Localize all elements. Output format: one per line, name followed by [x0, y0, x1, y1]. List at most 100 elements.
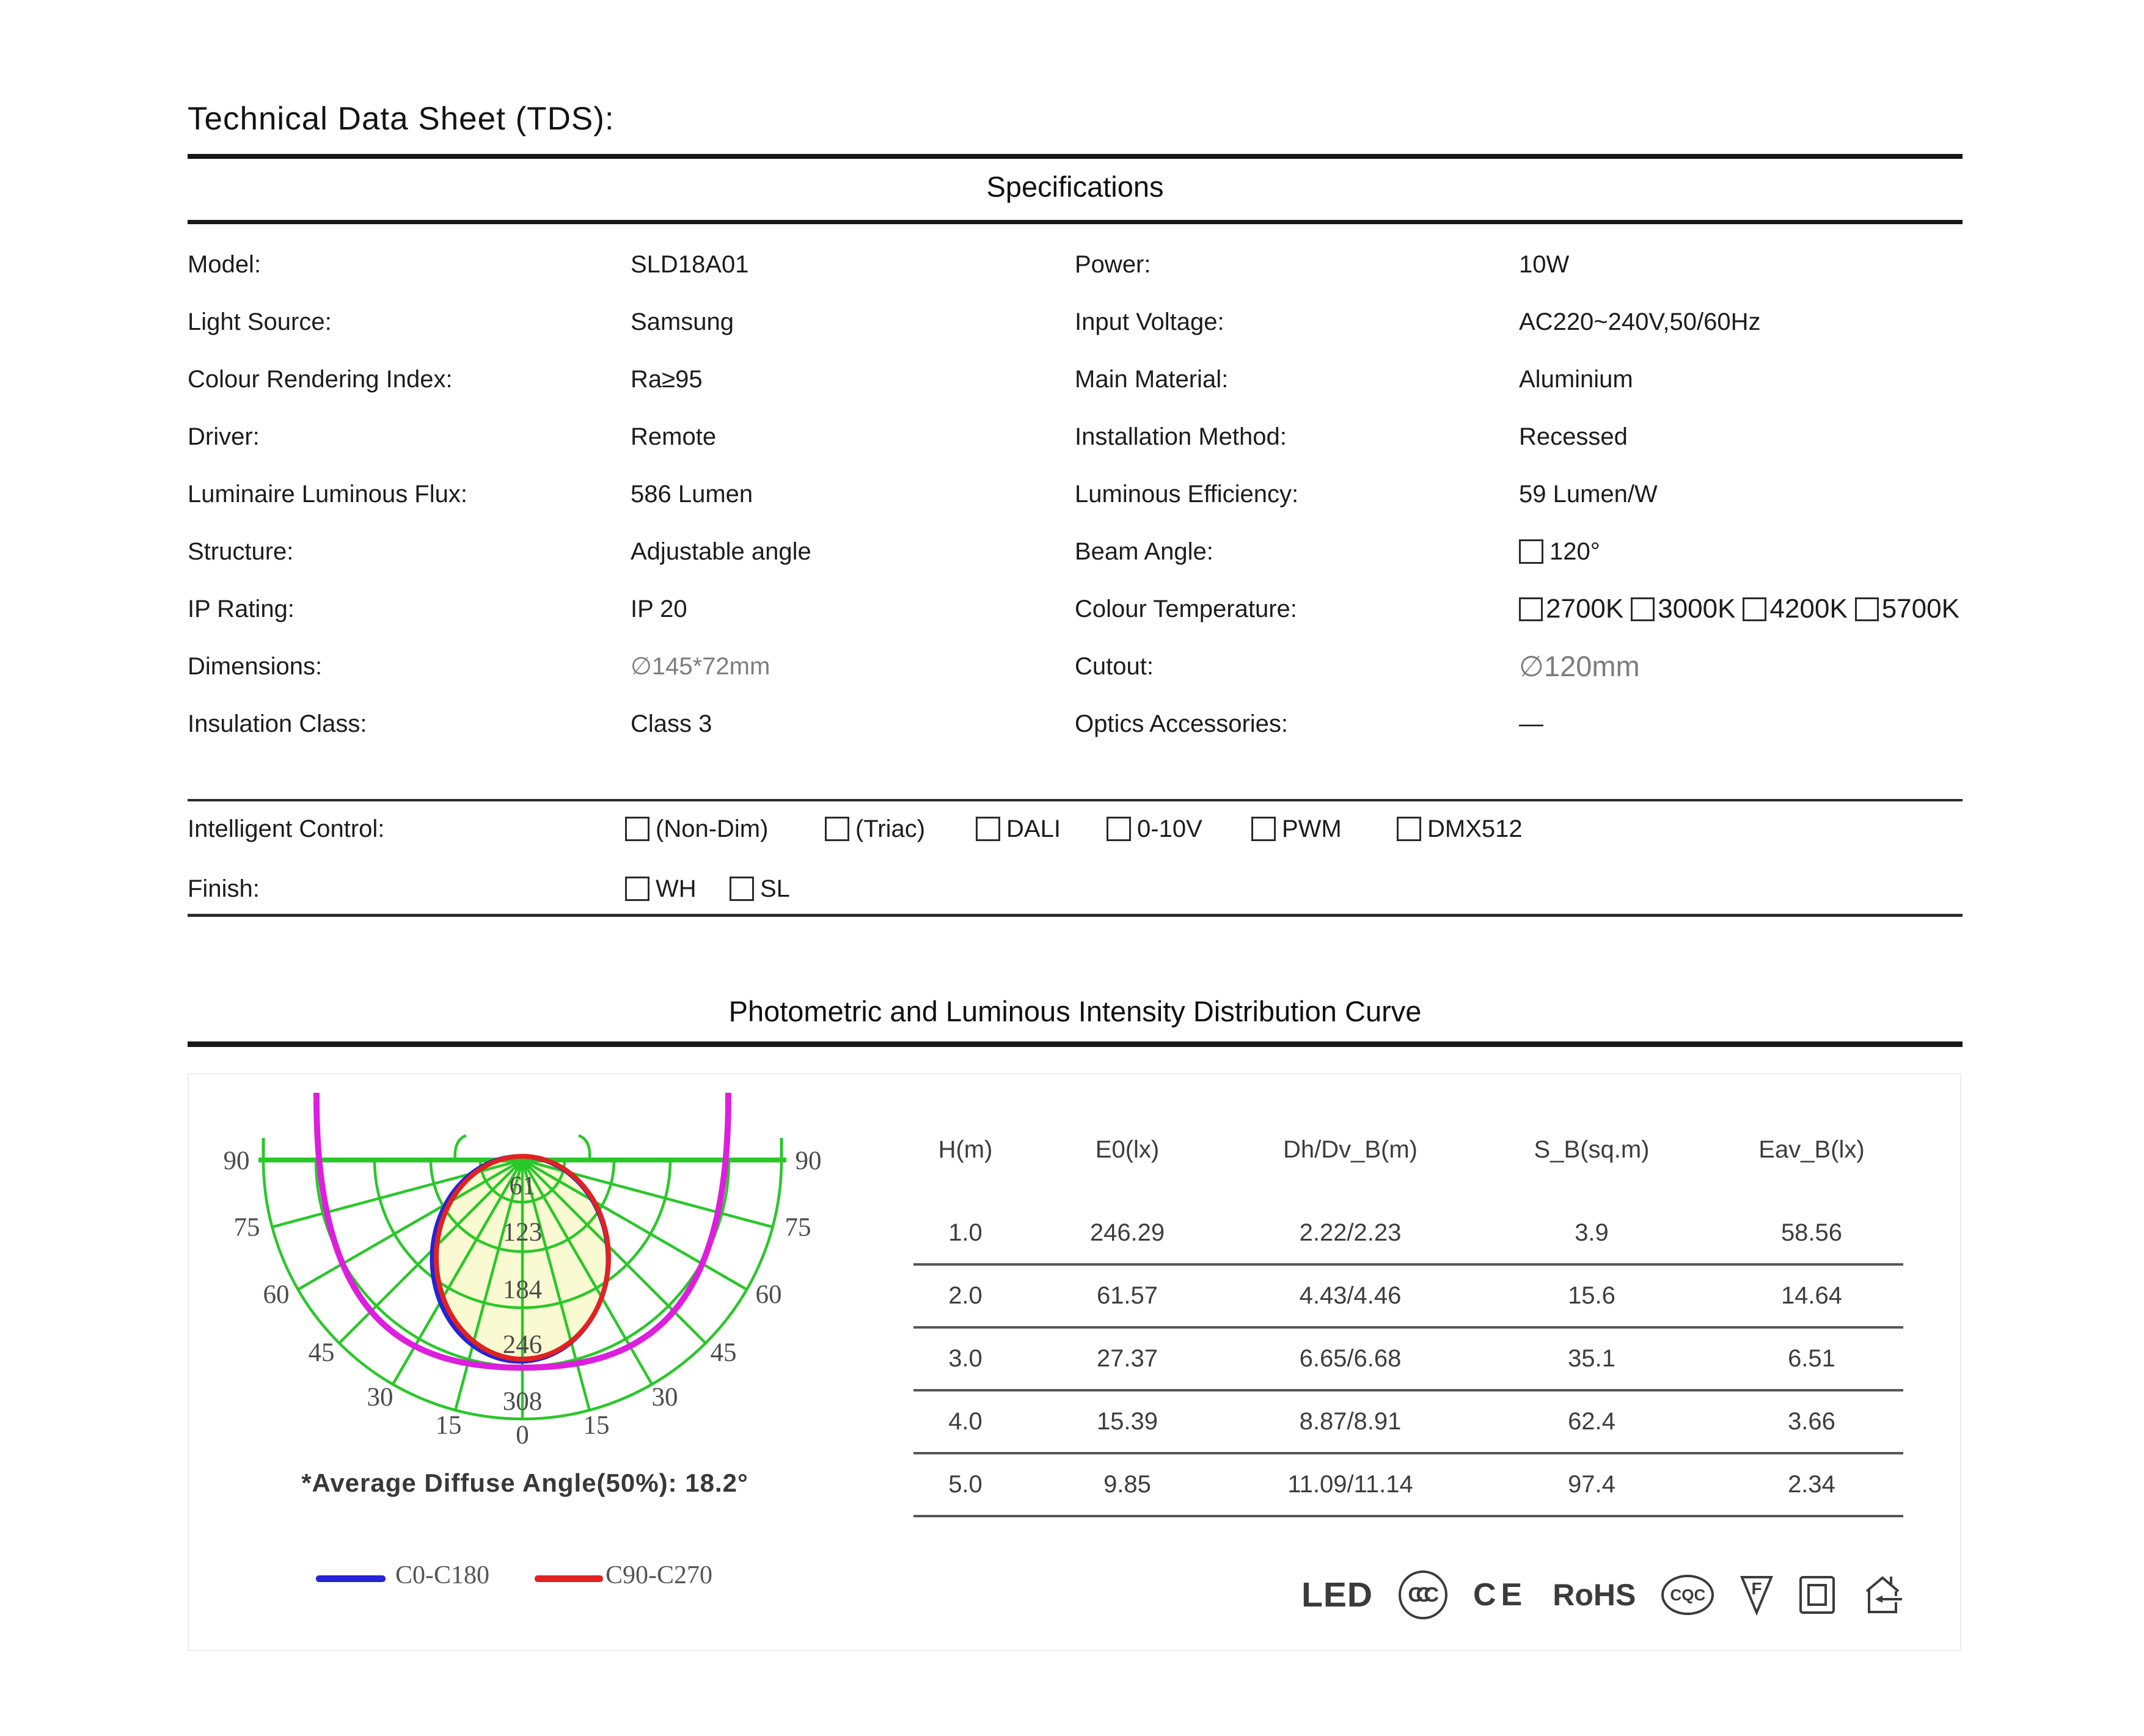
- column-header: Dh/Dv_B(m): [1282, 1136, 1418, 1163]
- table-cell: 11.09/11.14: [1287, 1471, 1413, 1498]
- wh-checkbox[interactable]: [625, 877, 649, 901]
- spec-value: 586 Lumen: [631, 480, 753, 508]
- control-option: DALI: [976, 808, 1061, 850]
- spec-label: Installation Method:: [1075, 423, 1287, 450]
- table-cell: 4.0: [948, 1408, 982, 1435]
- table-cell: 3.66: [1788, 1408, 1835, 1435]
- dmx512-checkbox[interactable]: [1397, 817, 1421, 841]
- table-cell: 14.64: [1780, 1282, 1843, 1309]
- angle-tick: 60: [756, 1280, 782, 1309]
- chart-legend: C0-C180 C90-C270: [189, 1556, 922, 1599]
- spec-label: Luminous Efficiency:: [1075, 480, 1299, 508]
- angle-tick: 75: [785, 1213, 811, 1242]
- sl-checkbox[interactable]: [730, 877, 754, 901]
- colour-temp-option: 5700K: [1854, 594, 1959, 624]
- colour-temp-option-label: 3000K: [1658, 594, 1736, 624]
- spec-value: —: [1519, 710, 1543, 737]
- angle-tick: 0: [516, 1421, 529, 1450]
- spec-value: IP 20: [631, 595, 687, 622]
- table-cell: 58.56: [1780, 1219, 1843, 1246]
- spec-value: Adjustable angle: [631, 538, 811, 565]
- angle-tick: 45: [711, 1338, 737, 1367]
- spec-label: Insulation Class:: [188, 710, 367, 737]
- beam-angle-checkbox[interactable]: [1519, 539, 1543, 564]
- intelligent-control-row: Intelligent Control: (Non-Dim) (Triac) D…: [0, 808, 2144, 850]
- 0-10v-checkbox[interactable]: [1107, 817, 1131, 841]
- colour-temp-5700k-checkbox[interactable]: [1854, 597, 1879, 621]
- column-header: S_B(sq.m): [1534, 1136, 1650, 1163]
- control-option: PWM: [1251, 808, 1342, 850]
- angle-tick: 30: [652, 1383, 678, 1412]
- colour-temp-3000k-checkbox[interactable]: [1631, 597, 1655, 621]
- spec-value: ∅120mm: [1519, 650, 1640, 682]
- dali-checkbox[interactable]: [976, 817, 1000, 841]
- finish-option-label: WH: [656, 875, 697, 902]
- table-cell: 61.57: [1096, 1282, 1158, 1309]
- table-row: 2.0 61.57 4.43/4.46 15.6 14.64: [913, 1266, 1903, 1329]
- specifications-heading: Specifications: [986, 170, 1164, 203]
- angle-tick: 90: [796, 1147, 822, 1175]
- c0-c180-legend-label: C0-C180: [395, 1561, 490, 1589]
- table-header-row: H(m) E0(lx) Dh/Dv_B(m) S_B(sq.m) Eav_B(l…: [913, 1131, 1903, 1169]
- table-cell: 2.34: [1788, 1471, 1835, 1498]
- spec-label: Colour Rendering Index:: [188, 365, 453, 393]
- column-header: H(m): [938, 1136, 993, 1163]
- page-title: Technical Data Sheet (TDS):: [188, 101, 615, 137]
- spec-label: Driver:: [188, 423, 260, 450]
- specifications-table: Model: SLD18A01 Power: 10W Light Source:…: [188, 236, 1963, 753]
- angle-tick: 15: [584, 1411, 610, 1440]
- non-dim-checkbox[interactable]: [625, 817, 649, 841]
- cqc-mark-icon: CQC: [1661, 1575, 1714, 1615]
- finish-option-label: SL: [760, 875, 790, 902]
- angle-tick: 15: [436, 1411, 462, 1440]
- spec-label: Main Material:: [1075, 365, 1229, 393]
- intensity-ring-label: 61: [510, 1172, 536, 1200]
- table-row: 4.0 15.39 8.87/8.91 62.4 3.66: [913, 1391, 1903, 1454]
- spec-label: Power:: [1075, 250, 1151, 278]
- table-row: 5.0 9.85 11.09/11.14 97.4 2.34: [913, 1454, 1903, 1517]
- pwm-checkbox[interactable]: [1251, 817, 1276, 841]
- intensity-ring-label: 308: [503, 1387, 543, 1416]
- spec-value: Class 3: [631, 710, 712, 737]
- table-cell: 2.0: [948, 1282, 982, 1309]
- colour-temperature-options: 2700K 3000K 4200K 5700K: [1519, 580, 1963, 638]
- angle-tick: 75: [234, 1213, 260, 1242]
- spec-value: Samsung: [631, 308, 734, 335]
- control-option: DMX512: [1397, 808, 1523, 850]
- spec-value: AC220~240V,50/60Hz: [1519, 308, 1761, 335]
- divider: [188, 1041, 1963, 1047]
- column-header: Eav_B(lx): [1758, 1136, 1865, 1163]
- spec-label: Luminaire Luminous Flux:: [188, 480, 467, 508]
- spec-label: Structure:: [188, 538, 294, 565]
- divider: [188, 799, 1963, 801]
- led-label: LED: [1301, 1575, 1373, 1614]
- finish-option: WH: [625, 867, 697, 910]
- table-cell: 3.9: [1575, 1219, 1609, 1246]
- f-triangle-icon: F: [1740, 1576, 1774, 1616]
- spec-value: Remote: [631, 423, 717, 450]
- ccc-mark-icon: CCC: [1399, 1570, 1447, 1619]
- table-cell: 1.0: [948, 1219, 982, 1246]
- table-cell: 8.87/8.91: [1299, 1408, 1402, 1435]
- spec-label: Model:: [188, 250, 262, 278]
- control-option: 0-10V: [1107, 808, 1202, 850]
- spec-label: IP Rating:: [188, 595, 295, 622]
- spec-value: ∅145*72mm: [631, 653, 770, 680]
- angle-tick: 60: [263, 1280, 290, 1309]
- colour-temp-4200k-checkbox[interactable]: [1743, 597, 1767, 621]
- colour-temp-2700k-checkbox[interactable]: [1519, 597, 1543, 621]
- c90-c270-curve: [434, 1154, 611, 1362]
- table-cell: 5.0: [948, 1471, 982, 1498]
- photometric-table: H(m) E0(lx) Dh/Dv_B(m) S_B(sq.m) Eav_B(l…: [913, 1131, 1903, 1517]
- triac-checkbox[interactable]: [825, 817, 849, 841]
- control-option-label: PWM: [1282, 815, 1342, 842]
- photometric-section: 90 90 75 75 60 60 45 45 30 30 15 15 0 61…: [188, 1073, 1961, 1651]
- photometric-heading: Photometric and Luminous Intensity Distr…: [728, 995, 1422, 1027]
- angle-tick: 90: [224, 1147, 250, 1175]
- control-option-label: DALI: [1006, 815, 1061, 842]
- control-option-label: DMX512: [1427, 815, 1523, 842]
- spec-value: 10W: [1519, 250, 1570, 278]
- column-header: E0(lx): [1095, 1136, 1160, 1163]
- intensity-ring-label: 246: [503, 1330, 543, 1359]
